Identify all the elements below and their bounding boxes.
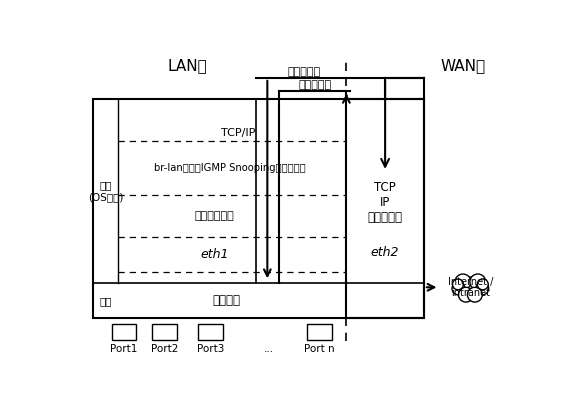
Text: Port2: Port2 bbox=[150, 344, 178, 354]
Circle shape bbox=[458, 287, 473, 302]
Circle shape bbox=[470, 274, 486, 290]
Circle shape bbox=[467, 287, 482, 302]
Text: ...: ... bbox=[264, 344, 274, 354]
Circle shape bbox=[452, 282, 465, 295]
Text: 下行数据报: 下行数据报 bbox=[287, 67, 320, 77]
Text: eth1: eth1 bbox=[201, 248, 229, 261]
Text: TCP
IP
数据链路层: TCP IP 数据链路层 bbox=[368, 181, 402, 224]
Text: Port3: Port3 bbox=[197, 344, 225, 354]
Ellipse shape bbox=[445, 269, 496, 306]
Circle shape bbox=[476, 282, 488, 295]
Circle shape bbox=[453, 279, 463, 290]
Bar bbox=[112, 324, 136, 340]
Text: br-lan（网桥IGMP Snooping算法模块）: br-lan（网桥IGMP Snooping算法模块） bbox=[154, 163, 306, 173]
Text: eth2: eth2 bbox=[371, 246, 400, 259]
Text: Port n: Port n bbox=[304, 344, 335, 354]
Bar bbox=[198, 324, 223, 340]
Text: Port1: Port1 bbox=[110, 344, 137, 354]
Circle shape bbox=[460, 277, 481, 298]
Text: 软件
(OS内部): 软件 (OS内部) bbox=[88, 180, 123, 202]
Text: 上行数据报: 上行数据报 bbox=[299, 80, 332, 90]
Bar bbox=[347, 99, 424, 318]
Bar bbox=[307, 324, 332, 340]
Circle shape bbox=[455, 274, 471, 290]
Bar bbox=[152, 324, 177, 340]
Text: WAN侧: WAN侧 bbox=[440, 58, 485, 73]
Text: TCP/IP: TCP/IP bbox=[221, 128, 255, 138]
Text: Internet /
intranet: Internet / intranet bbox=[447, 277, 493, 298]
Text: LAN侧: LAN侧 bbox=[168, 58, 207, 73]
Circle shape bbox=[477, 279, 488, 290]
Bar bbox=[93, 99, 424, 318]
Text: 硬件: 硬件 bbox=[99, 296, 112, 306]
Text: 链路层协议栈: 链路层协议栈 bbox=[195, 211, 234, 221]
Text: 交换芯片: 交换芯片 bbox=[212, 294, 240, 307]
